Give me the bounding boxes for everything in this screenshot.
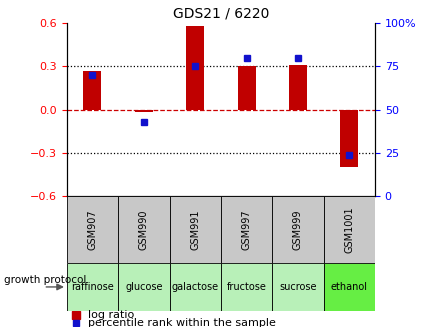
- Bar: [288, 65, 306, 110]
- Bar: [272, 263, 323, 311]
- Bar: [169, 263, 220, 311]
- Text: growth protocol: growth protocol: [4, 275, 86, 285]
- Bar: [118, 263, 169, 311]
- Title: GDS21 / 6220: GDS21 / 6220: [172, 6, 268, 20]
- Bar: [221, 196, 272, 263]
- Bar: [67, 196, 118, 263]
- Bar: [221, 263, 272, 311]
- Bar: [272, 196, 323, 263]
- Text: galactose: galactose: [171, 282, 218, 292]
- Text: glucose: glucose: [125, 282, 162, 292]
- Bar: [323, 263, 374, 311]
- Text: raffinose: raffinose: [71, 282, 114, 292]
- Text: percentile rank within the sample: percentile rank within the sample: [88, 318, 276, 327]
- Bar: [169, 196, 220, 263]
- Bar: [323, 196, 374, 263]
- Bar: [67, 263, 118, 311]
- Text: GSM999: GSM999: [292, 210, 302, 250]
- Bar: [118, 196, 169, 263]
- Bar: [83, 71, 101, 110]
- Text: fructose: fructose: [226, 282, 266, 292]
- Text: GSM991: GSM991: [190, 210, 200, 250]
- Bar: [135, 110, 153, 112]
- Text: GSM907: GSM907: [87, 209, 97, 250]
- Text: sucrose: sucrose: [279, 282, 316, 292]
- Text: GSM1001: GSM1001: [344, 206, 353, 253]
- Text: GSM990: GSM990: [138, 210, 148, 250]
- Text: GSM997: GSM997: [241, 209, 251, 250]
- Bar: [237, 66, 255, 110]
- Bar: [186, 26, 204, 110]
- Text: log ratio: log ratio: [88, 310, 134, 320]
- Text: ethanol: ethanol: [330, 282, 367, 292]
- Bar: [340, 110, 357, 167]
